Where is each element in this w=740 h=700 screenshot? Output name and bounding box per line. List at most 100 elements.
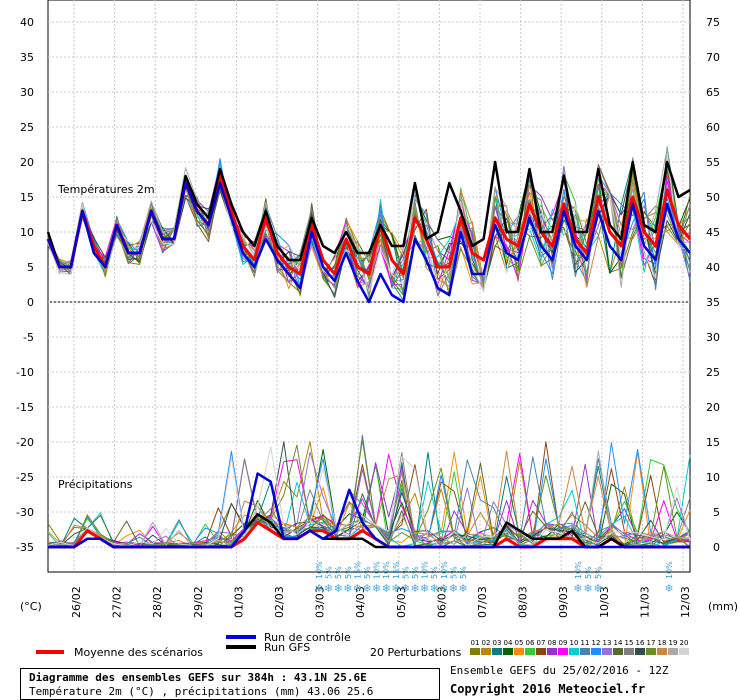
snowflake-icon: ❄ — [573, 582, 582, 595]
legend-perturbation-number: 19 — [669, 639, 678, 647]
precip-right-tick-label: 10 — [706, 471, 720, 484]
footer-title: Diagramme des ensembles GEFS sur 384h : … — [29, 671, 367, 684]
legend-perturbation-swatch — [646, 648, 656, 655]
legend-perturbation-swatch — [679, 648, 689, 655]
legend-perturbation-swatch — [657, 648, 667, 655]
legend-perturbation-number: 05 — [515, 639, 524, 647]
precip-right-tick-label: 20 — [706, 401, 720, 414]
legend-perturbation-number: 18 — [658, 639, 667, 647]
temp-series-line — [46, 181, 691, 304]
snow-percent-label: 5% — [334, 566, 343, 579]
precip-left-tick-label: -25 — [16, 471, 34, 484]
precip-left-tick-label: -20 — [16, 436, 34, 449]
legend-perturbation-swatch — [635, 648, 645, 655]
legend-perturbation-swatch — [503, 648, 513, 655]
snowflake-icon: ❄ — [664, 582, 673, 595]
precip-right-tick-label: 15 — [706, 436, 720, 449]
right-unit-label: (mm) — [708, 600, 738, 613]
legend-perturbation-number: 15 — [625, 639, 634, 647]
legend-perturbation-number: 08 — [548, 639, 557, 647]
precip-left-tick-label: -15 — [16, 401, 34, 414]
legend-perturbation-swatch — [668, 648, 678, 655]
snowflake-icon: ❄ — [401, 582, 410, 595]
temp-right-tick-label: 70 — [706, 51, 720, 64]
temp-left-tick-label: 35 — [20, 51, 34, 64]
x-tick-label: 11/03 — [638, 586, 651, 618]
snowflake-icon: ❄ — [583, 582, 592, 595]
temp-right-tick-label: 60 — [706, 121, 720, 134]
x-tick-label: 10/03 — [598, 586, 611, 618]
legend-perturbation-number: 13 — [603, 639, 612, 647]
snow-percent-label: 5% — [325, 566, 334, 579]
x-tick-label: 09/03 — [557, 586, 570, 618]
legend-perturbation-swatch — [481, 648, 491, 655]
snowflake-icon: ❄ — [420, 582, 429, 595]
legend-perturbation-number: 11 — [581, 639, 590, 647]
snowflake-icon: ❄ — [343, 582, 352, 595]
legend-perturbations-label: 20 Perturbations — [370, 646, 462, 659]
temp-perturbation-line — [47, 153, 691, 293]
temp-left-tick-label: 15 — [20, 191, 34, 204]
x-tick-label: 29/02 — [192, 586, 205, 618]
precip-right-tick-label: 5 — [713, 506, 720, 519]
snowflake-icon: ❄ — [314, 582, 323, 595]
legend-perturbation-swatch — [591, 648, 601, 655]
left-unit-label: (°C) — [20, 600, 42, 613]
precip-left-tick-label: -35 — [16, 541, 34, 554]
snowflake-icon: ❄ — [391, 582, 400, 595]
legend-perturbation-number: 17 — [647, 639, 656, 647]
precip-panel-title: Précipitations — [58, 478, 133, 491]
snowflake-icon: ❄ — [430, 582, 439, 595]
temp-perturbation-line — [47, 157, 691, 295]
snow-percent-label: 10% — [440, 561, 449, 579]
main-lines — [46, 160, 692, 549]
temp-perturbation-line — [47, 165, 691, 297]
snow-percent-label: 10% — [574, 561, 583, 579]
legend-gfs-label: Run GFS — [264, 641, 310, 654]
legend-perturbation-swatch — [514, 648, 524, 655]
snowflake-icon: ❄ — [334, 582, 343, 595]
footer-box: Diagramme des ensembles GEFS sur 384h : … — [20, 668, 440, 700]
snowflake-icon: ❄ — [439, 582, 448, 595]
snow-percent-label: 10% — [665, 561, 674, 579]
snowflake-icon: ❄ — [372, 582, 381, 595]
temp-right-tick-label: 50 — [706, 191, 720, 204]
snow-percent-label: 5% — [363, 566, 372, 579]
snow-percent-label: 5% — [584, 566, 593, 579]
snow-percent-label: 15% — [353, 561, 362, 579]
x-tick-label: 07/03 — [476, 586, 489, 618]
x-tick-label: 27/02 — [111, 586, 124, 618]
precip-left-tick-label: -5 — [23, 331, 34, 344]
legend-perturbation-swatch — [536, 648, 546, 655]
legend-perturbation-number: 07 — [537, 639, 546, 647]
legend-perturbation-swatch — [525, 648, 535, 655]
legend-perturbation-swatch — [558, 648, 568, 655]
precip-right-tick-label: 25 — [706, 366, 720, 379]
snow-percent-label: 5% — [430, 566, 439, 579]
temp-right-tick-label: 35 — [706, 296, 720, 309]
legend-perturbation-number: 01 — [471, 639, 480, 647]
precip-series-line — [48, 472, 690, 549]
snowflake-icon: ❄ — [362, 582, 371, 595]
snow-percent-label: 5% — [344, 566, 353, 579]
x-tick-label: 02/03 — [273, 586, 286, 618]
snowflake-icon: ❄ — [353, 582, 362, 595]
snow-percent-label: 10% — [382, 561, 391, 579]
legend-perturbation-swatch — [624, 648, 634, 655]
legend-perturbation-swatch — [547, 648, 557, 655]
snowflake-icon: ❄ — [458, 582, 467, 595]
snow-percent-label: 5% — [459, 566, 468, 579]
snowflake-icon: ❄ — [324, 582, 333, 595]
legend-perturbation-number: 12 — [592, 639, 601, 647]
legend: Moyenne des scénarios Run de contrôleRun … — [36, 631, 689, 659]
temp-right-tick-label: 65 — [706, 86, 720, 99]
snow-percent-label: 5% — [411, 566, 420, 579]
legend-control-label: Run de contrôle — [264, 631, 351, 644]
legend-perturbation-number: 20 — [680, 639, 689, 647]
precip-perturbation-line — [47, 450, 691, 548]
legend-perturbation-swatch — [613, 648, 623, 655]
x-tick-label: 06/03 — [435, 586, 448, 618]
ensemble-label: Ensemble GEFS du 25/02/2016 - 12Z — [450, 664, 669, 677]
snow-markers: 10%❄5%❄5%❄5%❄15%❄5%❄10%❄10%❄15%❄5%❄5%❄10… — [314, 561, 674, 595]
